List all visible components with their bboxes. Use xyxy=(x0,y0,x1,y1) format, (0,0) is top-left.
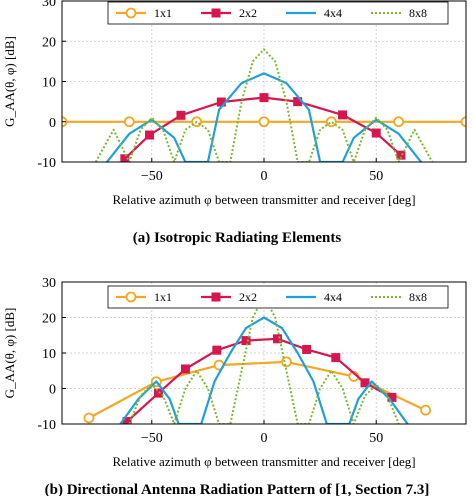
series-2x2-point xyxy=(396,150,406,160)
legend-label-2x2: 2x2 xyxy=(239,6,257,20)
chart-caption: (a) Isotropic Radiating Elements xyxy=(133,230,342,246)
series-2x2-point xyxy=(216,97,226,107)
y-tick-label: 20 xyxy=(42,312,56,327)
series-1x1-point xyxy=(420,404,432,416)
series-1x1-point xyxy=(281,356,292,368)
series-1x1-point xyxy=(258,116,270,128)
chart-caption: (b) Directional Antenna Radiation Patter… xyxy=(45,482,430,496)
series-2x2-point xyxy=(387,392,397,402)
legend-label-8x8: 8x8 xyxy=(409,290,427,304)
series-2x2-point xyxy=(272,334,282,344)
legend-box xyxy=(107,285,449,309)
series-4x4-line xyxy=(119,316,409,424)
legend-marker-2x2 xyxy=(211,8,221,18)
chart-1: -10 0 10 20 30 −50 0 50 Relative azimuth φ betwe… xyxy=(2,0,467,246)
y-tick-label: 0 xyxy=(49,116,56,131)
series-2x2-point xyxy=(154,388,164,398)
series-1x1-point xyxy=(325,116,337,128)
x-axis-label: Relative azimuth φ between transmitter a… xyxy=(112,192,415,207)
series-1x1-point xyxy=(460,116,466,128)
legend-label-8x8: 8x8 xyxy=(409,6,427,20)
y-axis-label: G_AA(θ, φ) [dB] xyxy=(2,308,17,399)
legend-label-4x4: 4x4 xyxy=(324,290,342,304)
legend-marker-1x1 xyxy=(125,291,137,303)
y-tick-label: 20 xyxy=(42,35,56,50)
y-tick-label: 10 xyxy=(42,76,56,91)
legend-label-2x2: 2x2 xyxy=(239,290,257,304)
plot-area xyxy=(62,48,466,162)
series-2x2-point xyxy=(371,128,381,138)
x-tick-label: 50 xyxy=(369,169,383,184)
series-1x1-point xyxy=(83,412,95,424)
series-2x2-line xyxy=(124,96,402,160)
series-2x2-point xyxy=(302,344,312,354)
x-axis-label: Relative azimuth φ between transmitter a… xyxy=(112,454,415,469)
y-tick-label: -10 xyxy=(37,418,56,433)
series-4x4-line xyxy=(106,72,422,162)
series-2x2-point xyxy=(360,378,370,388)
y-tick-label: 0 xyxy=(49,383,56,398)
series-1x1-point xyxy=(123,116,135,128)
x-tick-label: 0 xyxy=(261,169,268,184)
series-2x2-point xyxy=(293,97,303,107)
series-2x2-point xyxy=(212,345,222,355)
legend-label-4x4: 4x4 xyxy=(324,6,342,20)
series-2x2-point xyxy=(122,417,132,424)
series-2x2-point xyxy=(338,110,348,120)
series-2x2-point xyxy=(120,154,130,162)
y-tick-label: -10 xyxy=(37,156,56,171)
series-1x1-point xyxy=(393,116,405,128)
legend-label-1x1: 1x1 xyxy=(154,6,172,20)
y-tick-label: 10 xyxy=(42,347,56,362)
series-2x2-point xyxy=(145,130,155,140)
series-2x2-point xyxy=(331,353,341,363)
plot-area xyxy=(83,295,432,424)
legend-marker-2x2 xyxy=(211,292,221,302)
chart-2: -10 0 10 20 30 −50 0 50 Relative azimuth φ betwe… xyxy=(2,276,467,496)
y-axis-label: G_AA(θ, φ) [dB] xyxy=(2,36,17,127)
series-2x2-point xyxy=(259,93,269,103)
series-2x2-point xyxy=(180,364,190,374)
legend-box xyxy=(107,1,449,25)
x-tick-label: 50 xyxy=(369,431,383,446)
series-2x2-point xyxy=(176,110,186,120)
x-tick-label: −50 xyxy=(141,431,163,446)
legend-marker-1x1 xyxy=(125,7,137,19)
legend: 1x1 2x2 4x4 8x8 xyxy=(107,1,449,25)
series-2x2-point xyxy=(241,336,251,346)
legend: 1x1 2x2 4x4 8x8 xyxy=(107,285,449,309)
series-8x8-line xyxy=(94,48,434,162)
legend-label-1x1: 1x1 xyxy=(154,290,172,304)
x-tick-label: −50 xyxy=(141,169,163,184)
y-tick-label: 30 xyxy=(42,276,56,291)
y-tick-label: 30 xyxy=(42,0,56,10)
x-tick-label: 0 xyxy=(261,431,268,446)
series-2x2-line xyxy=(126,337,393,423)
